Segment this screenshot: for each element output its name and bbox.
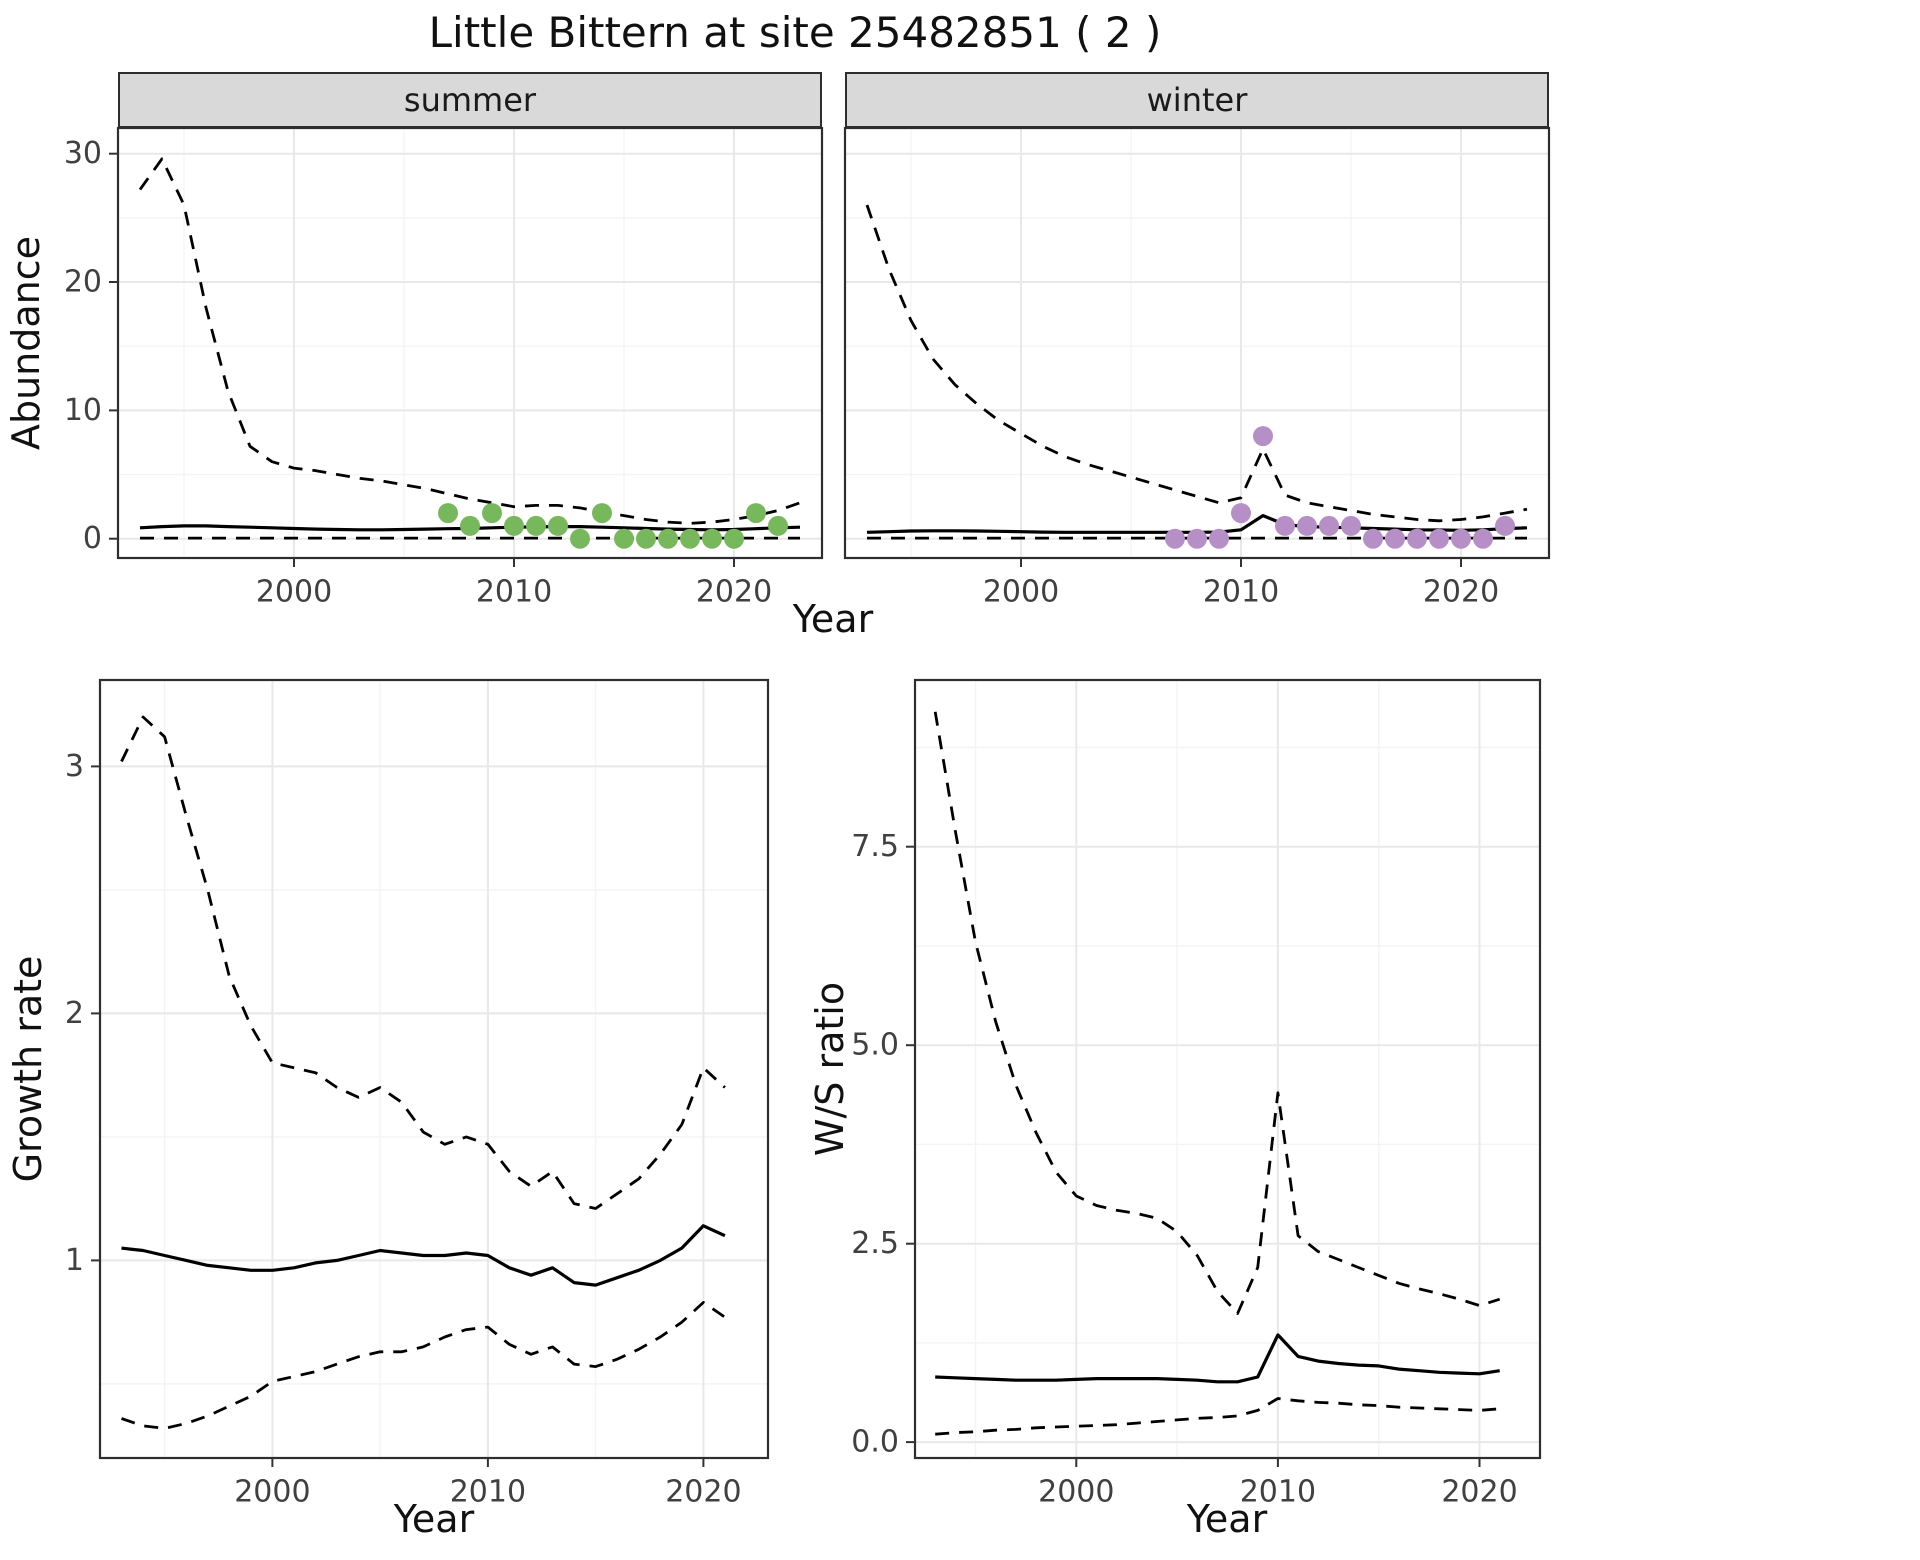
svg-text:0.0: 0.0 (851, 1425, 899, 1460)
svg-text:1: 1 (65, 1243, 84, 1278)
facet-strip-summer: summer (118, 72, 822, 128)
y-axis-label-ws-ratio: W/S ratio (808, 981, 852, 1157)
x-axis-label-year-ws: Year (1186, 1497, 1268, 1541)
svg-text:30: 30 (64, 136, 102, 171)
y-axis-label-abundance: Abundance (4, 235, 48, 451)
svg-text:2010: 2010 (476, 575, 552, 610)
svg-text:10: 10 (64, 393, 102, 428)
svg-text:2020: 2020 (1423, 575, 1499, 610)
y-axis-label-growth-rate: Growth rate (6, 955, 50, 1183)
figure-title: Little Bittern at site 25482851 ( 2 ) (428, 8, 1162, 57)
facet-strip-winter: winter (845, 72, 1549, 128)
svg-text:7.5: 7.5 (851, 829, 899, 864)
svg-text:2.5: 2.5 (851, 1226, 899, 1261)
svg-text:3: 3 (65, 749, 84, 784)
svg-text:2000: 2000 (256, 575, 332, 610)
facet-strip-winter-label: winter (1146, 81, 1248, 119)
x-axis-label-year-growth: Year (393, 1497, 475, 1541)
facet-strip-summer-label: summer (403, 81, 537, 119)
svg-text:2000: 2000 (983, 575, 1059, 610)
svg-text:0: 0 (83, 521, 102, 556)
svg-text:2020: 2020 (665, 1475, 741, 1510)
svg-text:2010: 2010 (1203, 575, 1279, 610)
svg-text:20: 20 (64, 265, 102, 300)
svg-text:5.0: 5.0 (851, 1028, 899, 1063)
x-axis-label-year-top: Year (792, 597, 874, 641)
svg-text:2: 2 (65, 996, 84, 1031)
svg-text:2020: 2020 (1441, 1475, 1517, 1510)
